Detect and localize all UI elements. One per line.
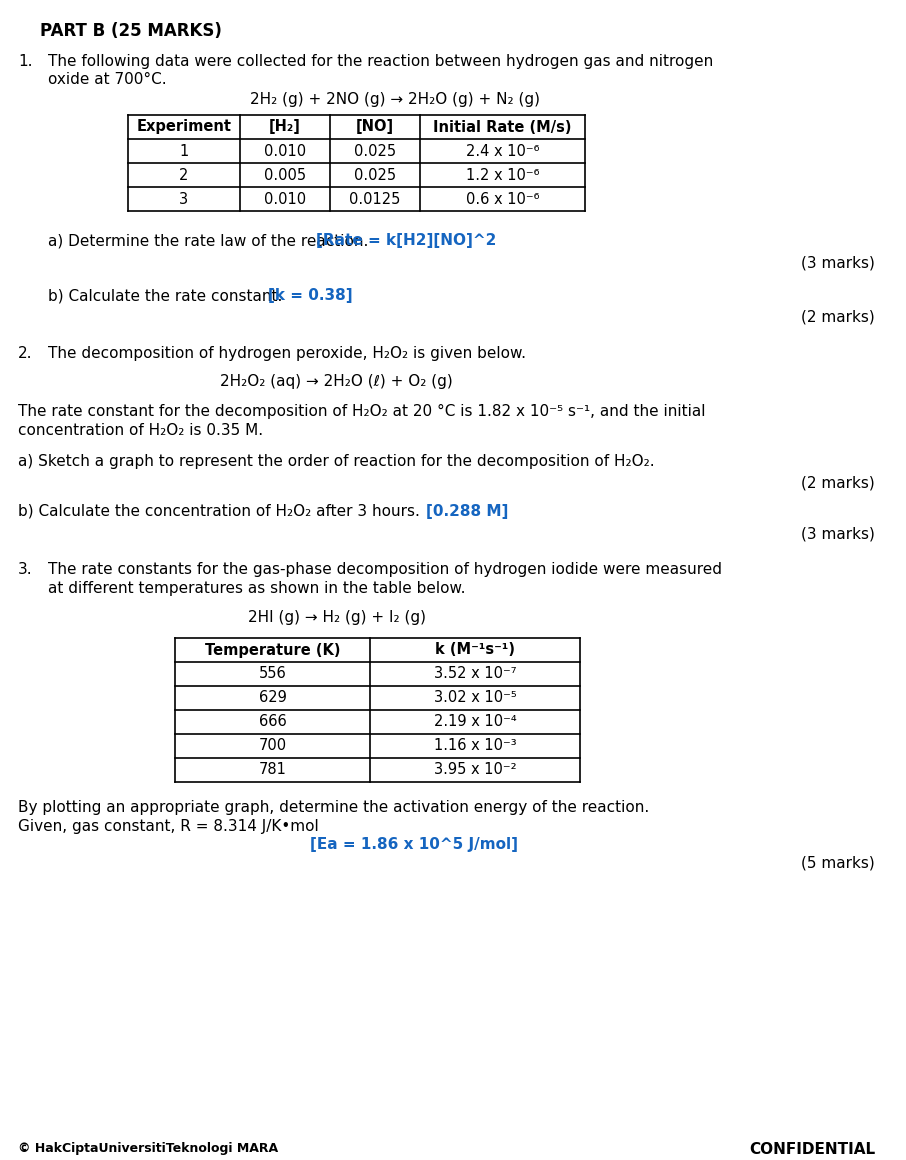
Text: The decomposition of hydrogen peroxide, H₂O₂ is given below.: The decomposition of hydrogen peroxide, … xyxy=(48,346,526,361)
Text: 2.4 x 10⁻⁶: 2.4 x 10⁻⁶ xyxy=(466,144,539,159)
Text: k (M⁻¹s⁻¹): k (M⁻¹s⁻¹) xyxy=(435,643,515,658)
Text: 1.16 x 10⁻³: 1.16 x 10⁻³ xyxy=(434,739,516,754)
Text: 0.010: 0.010 xyxy=(264,144,306,159)
Text: concentration of H₂O₂ is 0.35 M.: concentration of H₂O₂ is 0.35 M. xyxy=(18,423,263,438)
Text: 3.52 x 10⁻⁷: 3.52 x 10⁻⁷ xyxy=(434,667,516,682)
Text: oxide at 700°C.: oxide at 700°C. xyxy=(48,72,167,87)
Text: The rate constant for the decomposition of H₂O₂ at 20 °C is 1.82 x 10⁻⁵ s⁻¹, and: The rate constant for the decomposition … xyxy=(18,404,706,419)
Text: 0.0125: 0.0125 xyxy=(350,191,400,206)
Text: 3.95 x 10⁻²: 3.95 x 10⁻² xyxy=(434,762,516,777)
Text: b) Calculate the rate constant.: b) Calculate the rate constant. xyxy=(48,288,283,303)
Text: Initial Rate (M/s): Initial Rate (M/s) xyxy=(433,119,572,135)
Text: a) Determine the rate law of the reaction.: a) Determine the rate law of the reactio… xyxy=(48,233,369,248)
Text: 556: 556 xyxy=(258,667,286,682)
Text: 3.: 3. xyxy=(18,561,33,577)
Text: 700: 700 xyxy=(258,739,286,754)
Text: CONFIDENTIAL: CONFIDENTIAL xyxy=(749,1141,875,1157)
Text: (5 marks): (5 marks) xyxy=(801,856,875,871)
Text: Experiment: Experiment xyxy=(137,119,232,135)
Text: at different temperatures as shown in the table below.: at different temperatures as shown in th… xyxy=(48,581,466,596)
Text: The following data were collected for the reaction between hydrogen gas and nitr: The following data were collected for th… xyxy=(48,55,713,68)
Text: 2H₂O₂ (aq) → 2H₂O (ℓ) + O₂ (g): 2H₂O₂ (aq) → 2H₂O (ℓ) + O₂ (g) xyxy=(220,374,453,389)
Text: 0.005: 0.005 xyxy=(264,167,306,182)
Text: [0.288 M]: [0.288 M] xyxy=(426,503,508,519)
Text: b) Calculate the concentration of H₂O₂ after 3 hours.: b) Calculate the concentration of H₂O₂ a… xyxy=(18,503,419,519)
Text: [k = 0.38]: [k = 0.38] xyxy=(268,288,352,303)
Text: 629: 629 xyxy=(258,690,286,705)
Text: 781: 781 xyxy=(258,762,286,777)
Text: 2H₂ (g) + 2NO (g) → 2H₂O (g) + N₂ (g): 2H₂ (g) + 2NO (g) → 2H₂O (g) + N₂ (g) xyxy=(250,92,540,107)
Text: The rate constants for the gas-phase decomposition of hydrogen iodide were measu: The rate constants for the gas-phase dec… xyxy=(48,561,722,577)
Text: 1: 1 xyxy=(179,144,188,159)
Text: a) Sketch a graph to represent the order of reaction for the decomposition of H₂: a) Sketch a graph to represent the order… xyxy=(18,454,655,469)
Text: [NO]: [NO] xyxy=(356,119,394,135)
Text: (3 marks): (3 marks) xyxy=(801,255,875,270)
Text: 666: 666 xyxy=(258,715,286,730)
Text: 0.025: 0.025 xyxy=(354,167,396,182)
Text: (2 marks): (2 marks) xyxy=(801,476,875,491)
Text: 0.6 x 10⁻⁶: 0.6 x 10⁻⁶ xyxy=(466,191,539,206)
Text: 2.: 2. xyxy=(18,346,33,361)
Text: 0.010: 0.010 xyxy=(264,191,306,206)
Text: [Rate = k[H2][NO]^2: [Rate = k[H2][NO]^2 xyxy=(316,233,496,248)
Text: (3 marks): (3 marks) xyxy=(801,525,875,541)
Text: Temperature (K): Temperature (K) xyxy=(205,643,341,658)
Text: 1.2 x 10⁻⁶: 1.2 x 10⁻⁶ xyxy=(466,167,539,182)
Text: (2 marks): (2 marks) xyxy=(801,310,875,325)
Text: Given, gas constant, R = 8.314 J/K•mol: Given, gas constant, R = 8.314 J/K•mol xyxy=(18,819,319,834)
Text: 0.025: 0.025 xyxy=(354,144,396,159)
Text: [Ea = 1.86 x 10^5 J/mol]: [Ea = 1.86 x 10^5 J/mol] xyxy=(310,838,518,851)
Text: 3: 3 xyxy=(179,191,188,206)
Text: 2: 2 xyxy=(179,167,188,182)
Text: 3.02 x 10⁻⁵: 3.02 x 10⁻⁵ xyxy=(434,690,516,705)
Text: By plotting an appropriate graph, determine the activation energy of the reactio: By plotting an appropriate graph, determ… xyxy=(18,800,650,815)
Text: 2.19 x 10⁻⁴: 2.19 x 10⁻⁴ xyxy=(434,715,516,730)
Text: 2HI (g) → H₂ (g) + I₂ (g): 2HI (g) → H₂ (g) + I₂ (g) xyxy=(248,610,426,625)
Text: PART B (25 MARKS): PART B (25 MARKS) xyxy=(40,22,222,39)
Text: [H₂]: [H₂] xyxy=(269,119,301,135)
Text: 1.: 1. xyxy=(18,55,33,68)
Text: © HakCiptaUniversitiTeknologi MARA: © HakCiptaUniversitiTeknologi MARA xyxy=(18,1141,278,1155)
